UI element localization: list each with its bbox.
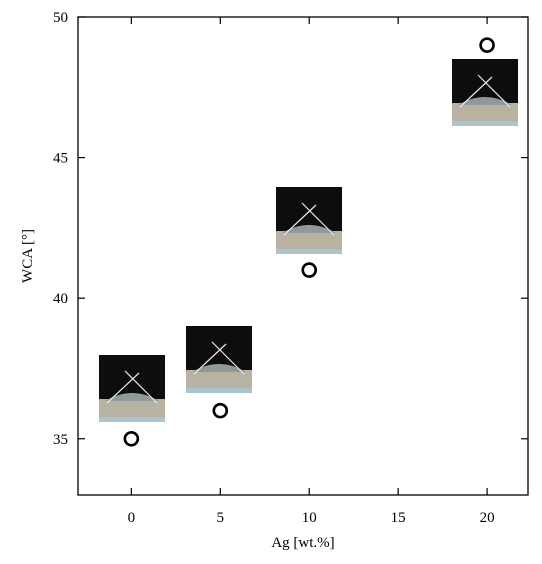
x-tick-label: 10 bbox=[302, 510, 317, 526]
x-tick-label: 0 bbox=[128, 510, 136, 526]
droplet-photo bbox=[275, 186, 343, 255]
x-axis-label: Ag [wt.%] bbox=[271, 535, 334, 551]
y-tick-label: 45 bbox=[53, 151, 68, 167]
x-tick-label: 5 bbox=[217, 510, 225, 526]
droplet-photo bbox=[98, 354, 166, 423]
droplet-photo bbox=[185, 325, 253, 394]
x-tick-label: 20 bbox=[480, 510, 495, 526]
point bbox=[123, 430, 140, 447]
x-tick-label: 15 bbox=[391, 510, 406, 526]
y-axis-label: WCA [°] bbox=[20, 229, 36, 283]
plot-frame bbox=[77, 16, 529, 496]
droplet-photo bbox=[451, 58, 519, 127]
point bbox=[479, 37, 495, 53]
point bbox=[301, 262, 318, 278]
y-tick-label: 40 bbox=[53, 291, 68, 307]
point bbox=[212, 402, 229, 419]
y-tick-label: 50 bbox=[53, 10, 68, 26]
y-tick-label: 35 bbox=[53, 432, 68, 448]
